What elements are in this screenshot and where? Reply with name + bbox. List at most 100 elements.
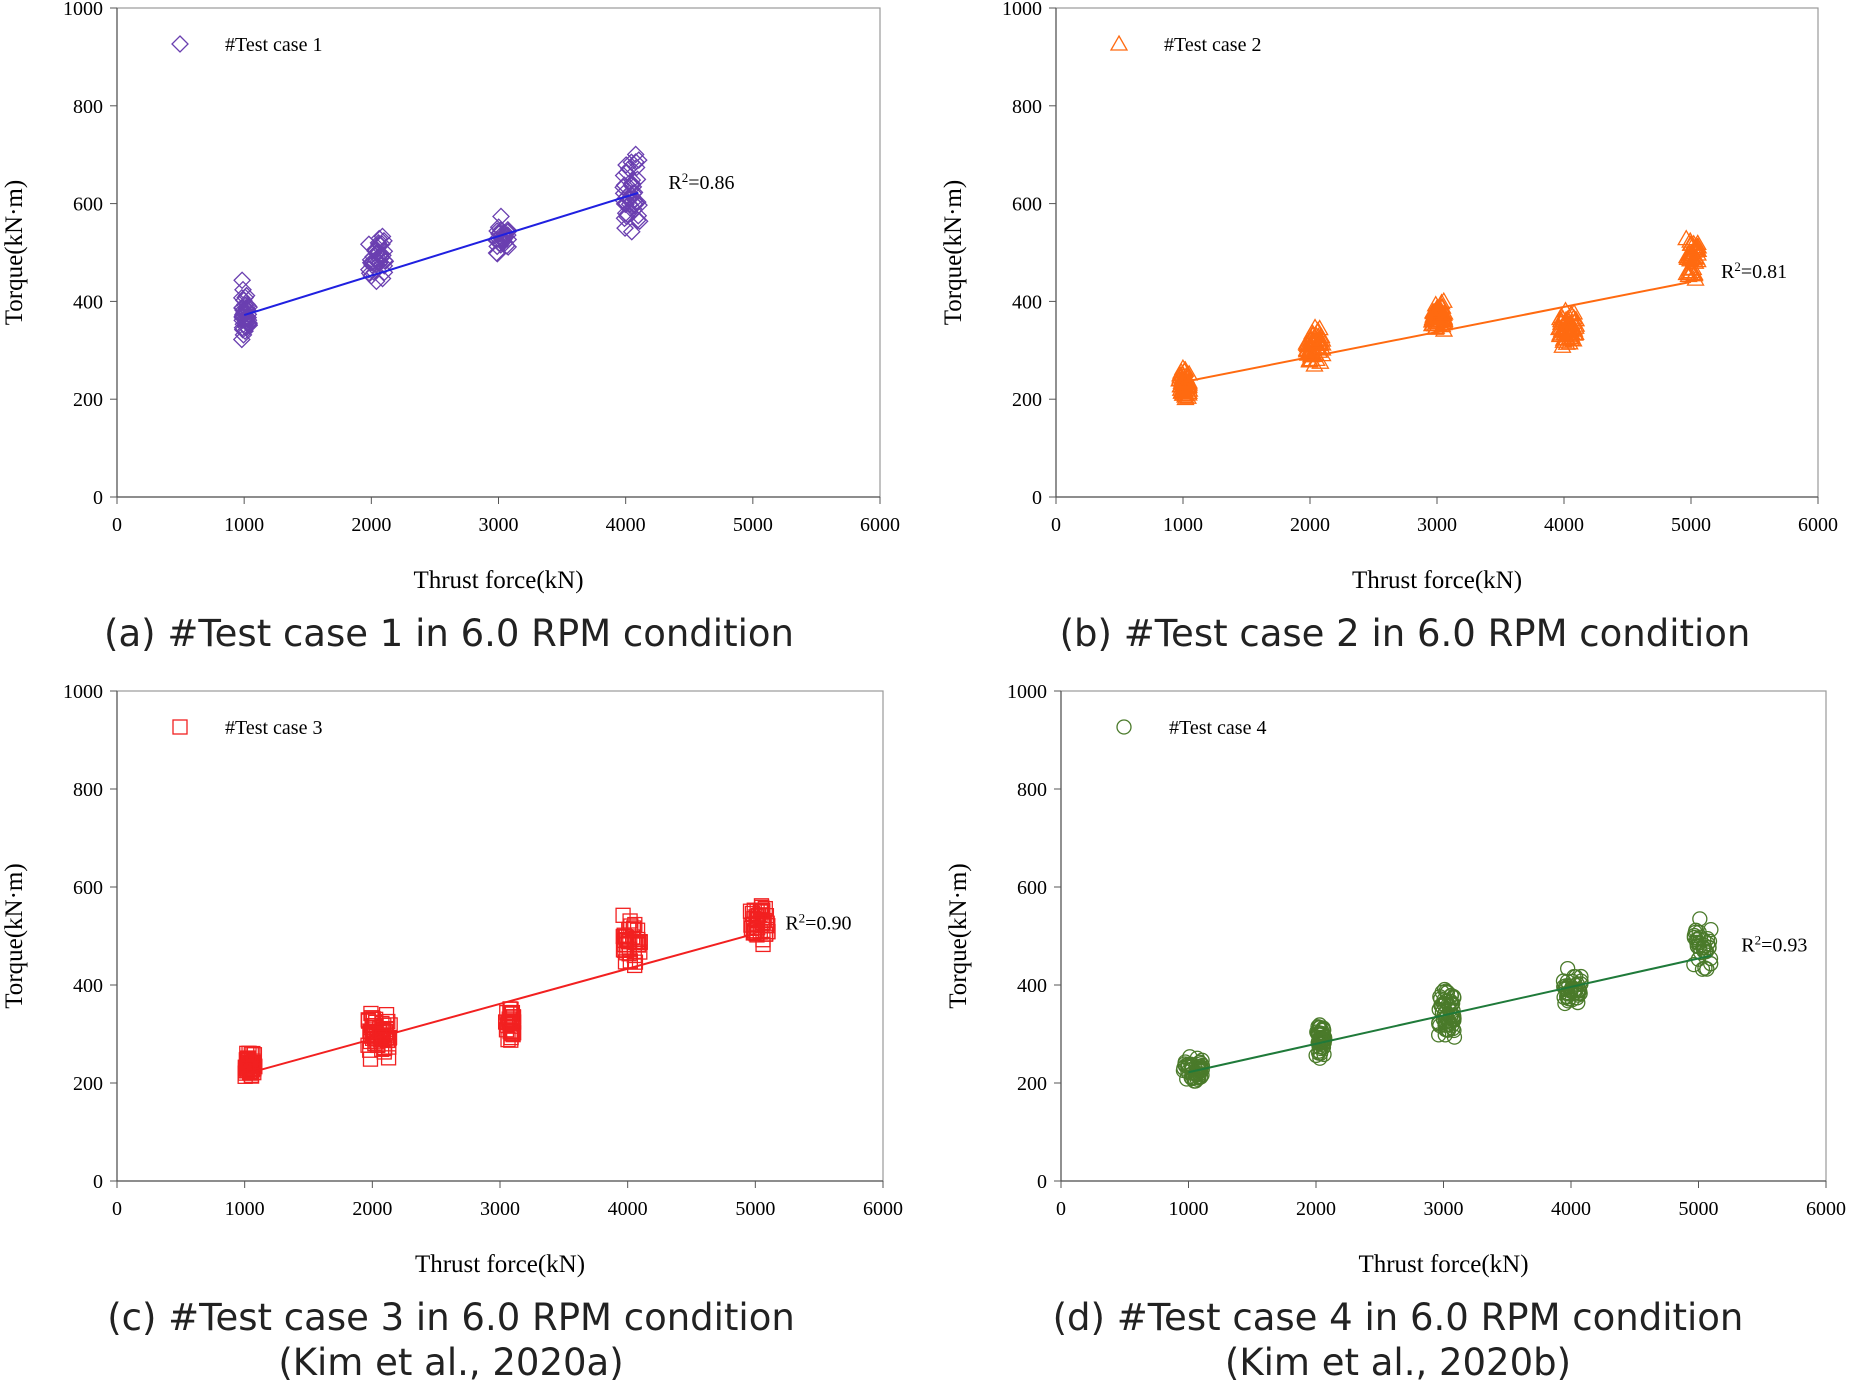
x-tick-label: 5000 — [733, 514, 773, 536]
x-tick-label: 0 — [1056, 1198, 1066, 1220]
x-tick-label: 6000 — [863, 1198, 903, 1220]
data-point — [1308, 1047, 1324, 1064]
regression-line — [1188, 954, 1712, 1074]
y-tick-label: 0 — [93, 1171, 103, 1193]
y-tick-label: 400 — [73, 975, 103, 997]
x-axis-title: Thrust force(kN) — [413, 567, 583, 594]
data-point — [1684, 249, 1704, 266]
x-tick-label: 1000 — [225, 1198, 265, 1220]
data-point — [1561, 991, 1577, 1007]
data-point — [615, 209, 634, 228]
data-point — [375, 231, 393, 250]
r-squared-value: =0.81 — [1741, 261, 1787, 283]
legend-marker — [1109, 34, 1129, 51]
x-tick-label: 0 — [1051, 514, 1061, 536]
x-tick-label: 3000 — [479, 514, 519, 536]
data-point — [1565, 324, 1584, 341]
data-point — [1552, 307, 1571, 324]
data-point — [1437, 981, 1453, 998]
data-point — [1179, 1071, 1195, 1087]
x-axis-title: Thrust force(kN) — [415, 1251, 585, 1278]
x-tick-label: 4000 — [1551, 1198, 1591, 1220]
r-squared-superscript: 2 — [1734, 259, 1741, 274]
data-point — [619, 159, 638, 178]
y-tick-label: 800 — [1017, 779, 1047, 801]
r-squared-label: R2=0.81 — [1721, 259, 1787, 283]
legend-label: #Test case 1 — [225, 34, 322, 56]
r-squared-base: R — [1741, 935, 1755, 957]
r-squared-base: R — [785, 913, 799, 935]
r-squared-value: =0.90 — [805, 913, 851, 935]
data-point — [1301, 346, 1321, 363]
data-point — [503, 1032, 519, 1048]
r-squared-label: R2=0.93 — [1741, 933, 1807, 957]
x-tick-label: 6000 — [860, 514, 900, 536]
data-point — [238, 295, 256, 314]
data-point — [505, 1014, 522, 1030]
data-point — [1687, 248, 1706, 265]
data-point — [1428, 302, 1447, 318]
chart-panel-c: 0 1000 2000 3000 4000 5000 6000 0 200 400 600 800 10… — [1, 681, 903, 1383]
y-tick-label: 600 — [73, 877, 103, 899]
x-tick-label: 1000 — [1169, 1198, 1209, 1220]
panel-caption: (Kim et al., 2020a) — [278, 1341, 623, 1383]
data-point — [1437, 1017, 1453, 1033]
data-point — [1175, 371, 1194, 388]
data-point — [1433, 991, 1449, 1007]
data-point — [746, 923, 762, 939]
data-point — [371, 246, 390, 264]
y-axis-title: Torque(kN·m) — [945, 863, 972, 1008]
data-point — [625, 921, 641, 938]
data-point — [1173, 358, 1193, 375]
x-tick-label: 4000 — [608, 1198, 648, 1220]
y-tick-label: 1000 — [63, 681, 103, 703]
data-points — [232, 145, 649, 349]
x-tick-label: 6000 — [1806, 1198, 1846, 1220]
x-tick-label: 6000 — [1798, 514, 1838, 536]
data-point — [627, 954, 644, 970]
data-point — [617, 156, 636, 174]
data-point — [1692, 929, 1709, 945]
data-point — [1553, 322, 1573, 339]
data-point — [1565, 312, 1584, 329]
panel-caption: (c) #Test case 3 in 6.0 RPM condition — [107, 1296, 795, 1339]
data-point — [627, 916, 643, 933]
data-point — [502, 1015, 518, 1031]
legend-label: #Test case 2 — [1164, 34, 1261, 56]
data-point — [1192, 1058, 1209, 1074]
y-tick-label: 0 — [1032, 487, 1042, 509]
data-point — [1437, 1010, 1453, 1026]
data-point — [622, 222, 641, 241]
data-point — [626, 145, 645, 164]
y-tick-label: 200 — [73, 389, 103, 411]
x-tick-label: 2000 — [1290, 514, 1330, 536]
data-point — [1570, 994, 1586, 1011]
data-point — [503, 1009, 520, 1025]
regression-line — [244, 932, 756, 1076]
data-points — [237, 898, 776, 1084]
data-point — [487, 244, 506, 262]
y-tick-label: 800 — [1012, 96, 1042, 118]
y-tick-label: 1000 — [1002, 0, 1042, 20]
r-squared-label: R2=0.86 — [668, 170, 734, 194]
y-tick-label: 400 — [73, 291, 103, 313]
y-tick-label: 200 — [1012, 389, 1042, 411]
data-point — [616, 195, 635, 213]
data-point — [623, 174, 642, 193]
data-point — [359, 260, 378, 279]
x-axis-title: Thrust force(kN) — [1352, 567, 1522, 594]
panel-caption: (b) #Test case 2 in 6.0 RPM condition — [1060, 612, 1751, 655]
x-tick-label: 2000 — [351, 514, 391, 536]
data-point — [758, 917, 774, 933]
data-point — [1564, 303, 1584, 320]
data-point — [1569, 990, 1585, 1006]
data-point — [379, 1032, 396, 1049]
data-point — [373, 235, 391, 253]
y-tick-label: 800 — [73, 96, 103, 118]
data-point — [375, 251, 394, 270]
plot-frame — [116, 690, 884, 1182]
y-tick-label: 1000 — [1007, 681, 1047, 703]
data-point — [627, 158, 646, 177]
data-point — [1311, 1043, 1327, 1059]
data-point — [615, 907, 631, 923]
